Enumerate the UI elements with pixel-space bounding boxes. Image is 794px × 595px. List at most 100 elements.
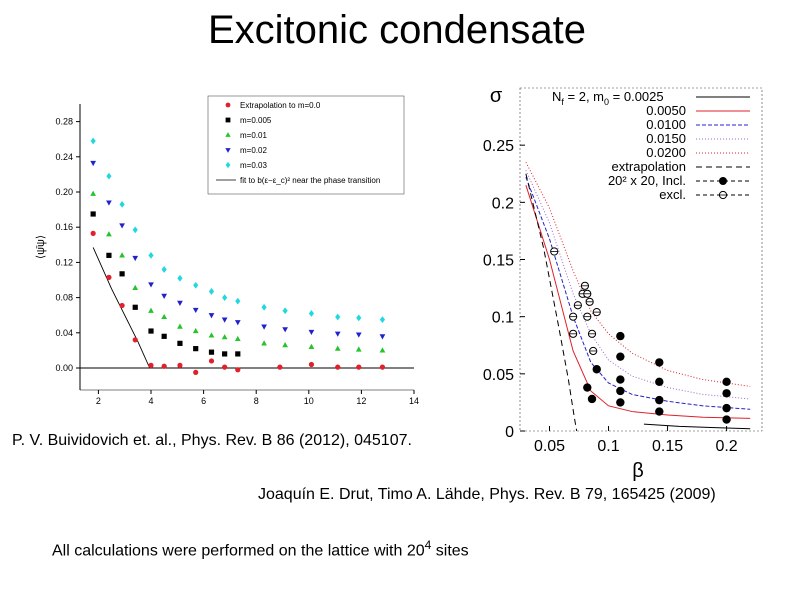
data-point	[208, 332, 215, 338]
legend-label: m=0.01	[240, 131, 267, 140]
legend-label: excl.	[659, 187, 686, 202]
data-point	[119, 302, 125, 309]
x-tick-label: 12	[356, 396, 366, 406]
curve-0.0025	[643, 423, 751, 430]
legend-label: m=0.03	[240, 161, 267, 170]
x-tick-label: 0.15	[652, 438, 683, 455]
data-point	[616, 331, 625, 341]
reference-drut-lahde: Joaquín E. Drut, Timo A. Lähde, Phys. Re…	[258, 486, 716, 503]
data-point	[161, 313, 168, 320]
data-point	[132, 337, 138, 343]
data-point	[193, 369, 199, 375]
data-point	[261, 340, 267, 346]
data-point	[106, 274, 112, 280]
y-tick-label: 0.04	[55, 328, 73, 338]
data-point	[587, 394, 597, 404]
reference-buividovich: P. V. Buividovich et. al., Phys. Rev. B …	[12, 432, 412, 449]
legend-label: 0.0100	[646, 117, 686, 132]
data-point	[161, 363, 167, 369]
curve-extrapolation	[525, 173, 578, 432]
data-point	[308, 343, 315, 349]
data-point	[282, 307, 288, 315]
x-tick-label: 10	[304, 396, 314, 406]
y-tick-label: 0.16	[55, 222, 73, 232]
data-point	[119, 252, 125, 258]
data-point	[277, 364, 283, 370]
data-point	[722, 403, 731, 413]
y-axis-label: ⟨ψ̄ψ⟩	[35, 235, 47, 259]
legend-marker	[225, 148, 231, 153]
data-point	[355, 346, 362, 352]
series-2	[90, 190, 386, 353]
legend-box	[207, 95, 405, 195]
series-4	[90, 137, 386, 323]
data-point	[234, 320, 241, 326]
data-point	[282, 342, 288, 348]
data-point	[119, 223, 125, 229]
data-point	[132, 304, 138, 310]
legend-marker	[225, 161, 231, 169]
data-point	[616, 398, 625, 407]
y-tick-label: 0	[505, 424, 514, 441]
y-tick-label: 0.08	[55, 293, 73, 303]
data-point	[379, 316, 386, 323]
data-point	[235, 297, 241, 305]
legend-label: 0.0150	[646, 131, 686, 146]
data-point	[132, 226, 138, 234]
lattice-note-text: All calculations were performed on the l…	[52, 542, 425, 560]
data-point	[722, 389, 731, 398]
data-point	[722, 377, 731, 387]
y-tick-label: 0.20	[55, 187, 73, 197]
data-point	[221, 334, 228, 340]
data-point	[148, 282, 154, 288]
data-point	[208, 288, 215, 295]
x-tick-label: 8	[254, 396, 259, 406]
x-axis-label: β	[632, 460, 644, 482]
data-point	[148, 362, 154, 368]
data-point	[583, 383, 592, 392]
data-point	[335, 364, 341, 370]
y-axis-label: σ	[490, 85, 503, 107]
data-point	[193, 346, 199, 352]
x-axis-label: ε	[223, 406, 231, 412]
data-point	[261, 303, 267, 311]
x-tick-label: 4	[149, 396, 154, 406]
data-point	[106, 231, 112, 237]
data-point	[90, 211, 96, 217]
data-point	[177, 300, 183, 306]
data-point	[90, 190, 97, 196]
x-tick-label: 0.1	[597, 438, 619, 455]
data-point	[106, 200, 112, 206]
data-point	[208, 313, 215, 319]
legend-marker	[225, 132, 231, 137]
data-point	[356, 364, 362, 370]
data-point	[655, 407, 664, 416]
data-point	[282, 327, 288, 333]
legend-label: m=0.02	[240, 146, 267, 155]
curve-0.0100	[525, 177, 751, 410]
data-point	[106, 172, 112, 180]
series-0	[90, 230, 386, 375]
y-tick-label: 0.15	[483, 253, 514, 270]
data-point	[90, 137, 96, 145]
data-point	[208, 349, 215, 355]
curve-0.0200	[525, 162, 751, 387]
x-tick-label: 2	[96, 396, 101, 406]
data-point	[177, 274, 183, 282]
legend-marker	[225, 117, 231, 123]
data-point	[132, 255, 139, 262]
data-point	[616, 386, 625, 396]
data-point	[379, 347, 386, 353]
legend-label: Extrapolation to m=0.0	[240, 101, 321, 110]
x-tick-label: 0.05	[534, 438, 565, 455]
plot-frame	[519, 87, 763, 432]
y-tick-label: 0.24	[55, 152, 73, 162]
data-point	[355, 332, 362, 338]
x-tick-label: 6	[201, 396, 206, 406]
chart-order-parameter-vs-epsilon: 0.00 0.04 0.08 0.12 0.16 0.20 0.24 0.28 2 4 6 8 10 12…	[35, 95, 419, 412]
data-point	[222, 364, 228, 370]
data-point	[177, 362, 183, 368]
series-0	[583, 331, 731, 424]
legend-label: 0.0050	[646, 103, 686, 118]
y-tick-label: 0.00	[55, 363, 73, 373]
